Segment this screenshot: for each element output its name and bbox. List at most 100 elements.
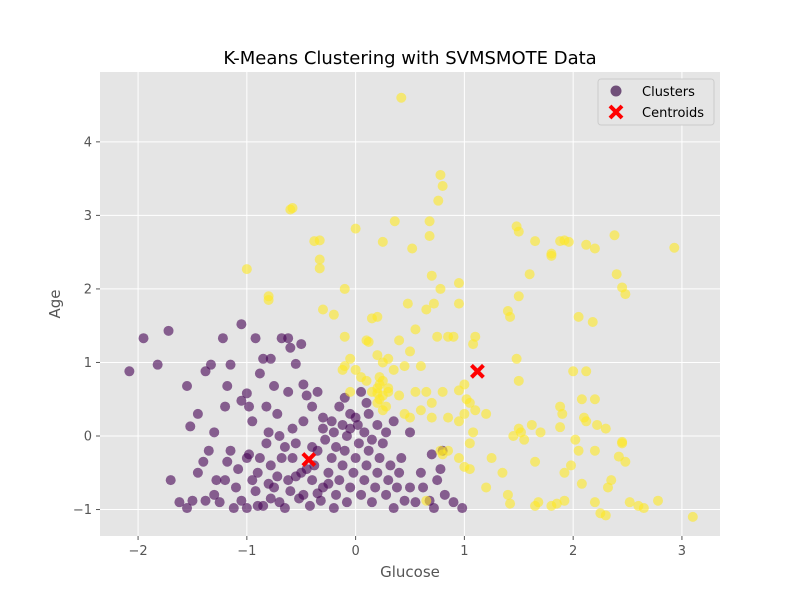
cluster-0-point [290,471,301,482]
cluster-0-point [274,430,285,441]
cluster-0-point [341,430,352,441]
cluster-0-point [331,489,342,500]
cluster-1-point [502,489,513,500]
y-tick-label: 4 [84,135,92,150]
cluster-0-point [341,497,352,508]
cluster-1-point [513,291,524,302]
cluster-1-point [377,405,388,416]
cluster-1-point [339,331,350,342]
cluster-1-point [611,269,622,280]
cluster-1-point [481,482,492,493]
cluster-1-point [459,379,470,390]
cluster-1-point [421,386,432,397]
cluster-1-point [410,324,421,335]
cluster-0-point [312,488,323,499]
cluster-1-point [570,434,581,445]
cluster-0-point [258,353,269,364]
cluster-1-point [559,495,570,506]
cluster-1-point [285,204,296,215]
cluster-1-point [350,223,361,234]
cluster-1-point [345,353,356,364]
cluster-1-point [617,436,628,447]
cluster-1-point [563,236,574,247]
cluster-0-point [283,475,294,486]
cluster-1-point [519,434,530,445]
cluster-0-point [363,408,374,419]
y-tick-label: 3 [84,209,92,224]
cluster-0-point [312,386,323,397]
cluster-0-point [317,412,328,423]
cluster-1-point [568,366,579,377]
x-axis-label: Glucose [380,563,440,581]
cluster-1-point [366,313,377,324]
cluster-0-point [383,475,394,486]
cluster-0-point [250,333,261,344]
cluster-1-point [407,243,418,254]
cluster-0-point [405,482,415,493]
cluster-0-point [345,482,356,493]
cluster-0-point [348,467,359,478]
cluster-1-point [600,510,611,521]
cluster-1-point [565,460,576,471]
cluster-0-point [396,453,407,464]
cluster-0-point [374,453,385,464]
cluster-0-point [283,386,294,397]
cluster-0-point [241,388,252,399]
cluster-1-point [524,269,535,280]
cluster-1-point [486,453,497,464]
cluster-0-point [265,493,276,504]
cluster-0-point [263,427,274,438]
cluster-0-point [432,475,443,486]
cluster-0-point [448,497,459,508]
cluster-1-point [314,263,325,274]
cluster-1-point [453,416,464,427]
legend-clusters-marker [610,85,622,97]
cluster-0-point [222,456,233,467]
cluster-1-point [513,375,524,386]
cluster-0-point [205,359,216,370]
cluster-0-point [265,353,276,364]
cluster-0-point [388,503,399,514]
cluster-1-point [437,180,448,191]
cluster-1-point [468,427,479,438]
cluster-0-point [352,419,363,430]
cluster-0-point [435,464,446,475]
cluster-0-point [220,401,231,412]
cluster-1-point [508,430,519,441]
cluster-1-point [576,478,587,489]
cluster-1-point [505,498,516,509]
cluster-1-point [546,248,557,259]
cluster-0-point [211,475,222,486]
cluster-1-point [620,456,631,467]
cluster-0-point [385,460,396,471]
cluster-1-point [559,467,570,478]
cluster-1-point [555,422,566,433]
cluster-0-point [124,366,135,377]
cluster-0-point [214,497,225,508]
cluster-0-point [381,489,392,500]
cluster-1-point [388,364,399,375]
cluster-1-point [443,445,454,456]
cluster-0-point [287,453,298,464]
cluster-0-point [279,442,290,453]
x-tick-label: 1 [460,544,468,559]
cluster-0-point [209,489,220,500]
y-tick-label: 1 [84,356,92,371]
cluster-1-point [497,467,508,478]
cluster-0-point [247,416,258,427]
cluster-1-point [464,397,475,408]
cluster-0-point [334,475,345,486]
cluster-1-point [432,331,443,342]
cluster-0-point [410,497,421,508]
cluster-0-point [359,427,370,438]
cluster-0-point [326,453,337,464]
cluster-0-point [261,401,272,412]
cluster-1-point [453,453,464,464]
cluster-1-point [589,394,600,405]
cluster-1-point [394,335,405,346]
cluster-0-point [209,427,220,438]
cluster-0-point [307,401,318,412]
cluster-0-point [298,379,309,390]
cluster-0-point [334,401,345,412]
cluster-1-point [372,397,383,408]
